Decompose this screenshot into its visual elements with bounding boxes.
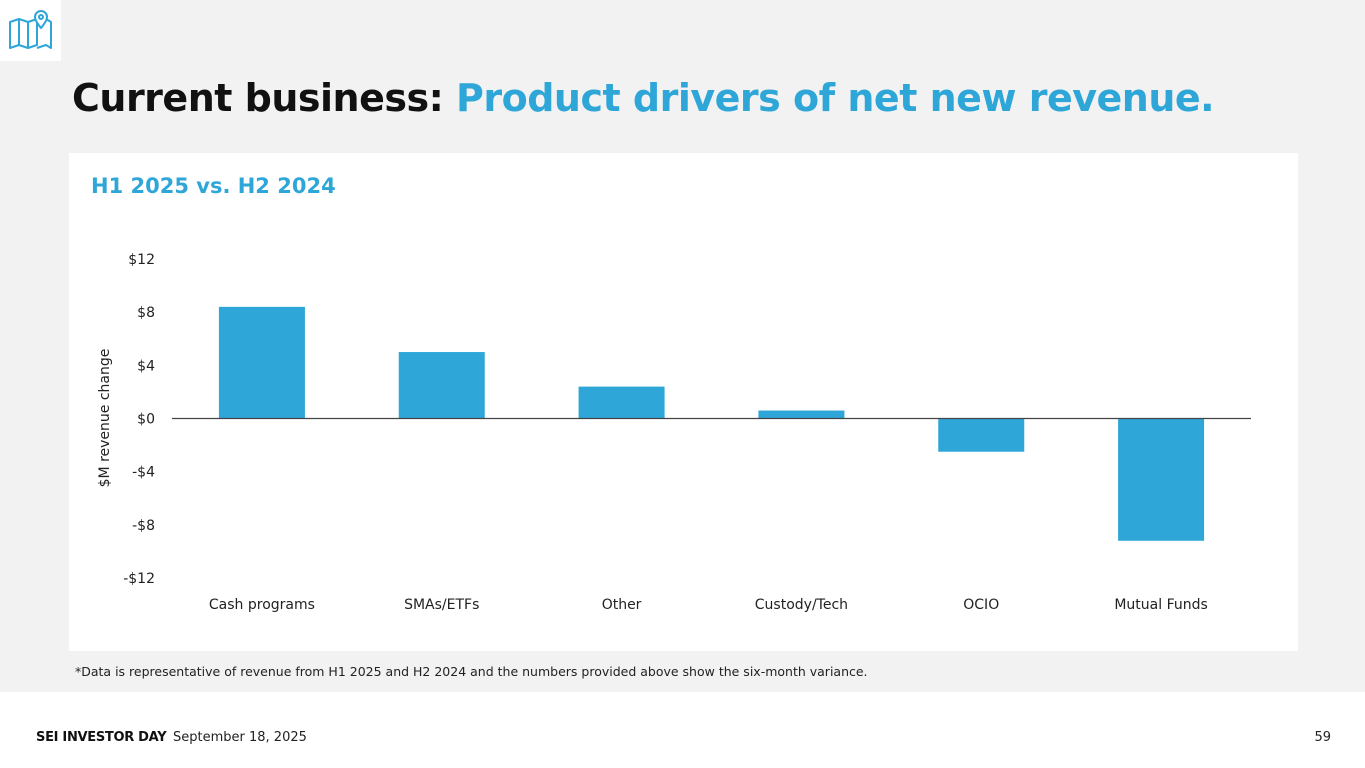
y-tick-label: $12 — [128, 252, 155, 268]
bar-custody-tech — [758, 410, 845, 419]
x-tick-label: Other — [602, 597, 642, 613]
y-tick-label: -$12 — [123, 571, 155, 587]
y-tick-label: $8 — [137, 305, 155, 321]
footer-brand: SEI INVESTOR DAY — [36, 730, 167, 745]
x-tick-label: Custody/Tech — [755, 597, 848, 613]
x-tick-label: Cash programs — [209, 597, 315, 613]
bar-cash-programs — [218, 306, 305, 419]
bar-ocio — [938, 418, 1025, 452]
y-tick-label: $4 — [137, 358, 155, 374]
y-tick-label: -$4 — [132, 465, 155, 481]
chart-subtitle: H1 2025 vs. H2 2024 — [91, 174, 336, 198]
bar-smas-etfs — [398, 352, 485, 419]
y-tick-label: $0 — [137, 412, 155, 428]
bar-mutual-funds — [1118, 418, 1205, 541]
y-tick-label: -$8 — [132, 518, 155, 534]
x-tick-label: SMAs/ETFs — [404, 597, 479, 613]
x-tick-label: OCIO — [963, 597, 999, 613]
logo — [0, 0, 61, 61]
page-title: Current business: Product drivers of net… — [72, 76, 1215, 120]
footer-date: September 18, 2025 — [173, 730, 307, 745]
x-tick-label: Mutual Funds — [1114, 597, 1207, 613]
y-axis-label: $M revenue change — [97, 349, 113, 488]
bar-other — [578, 386, 665, 419]
map-pin-icon — [9, 10, 52, 49]
page-number: 59 — [1314, 730, 1331, 745]
footnote: *Data is representative of revenue from … — [75, 664, 868, 679]
